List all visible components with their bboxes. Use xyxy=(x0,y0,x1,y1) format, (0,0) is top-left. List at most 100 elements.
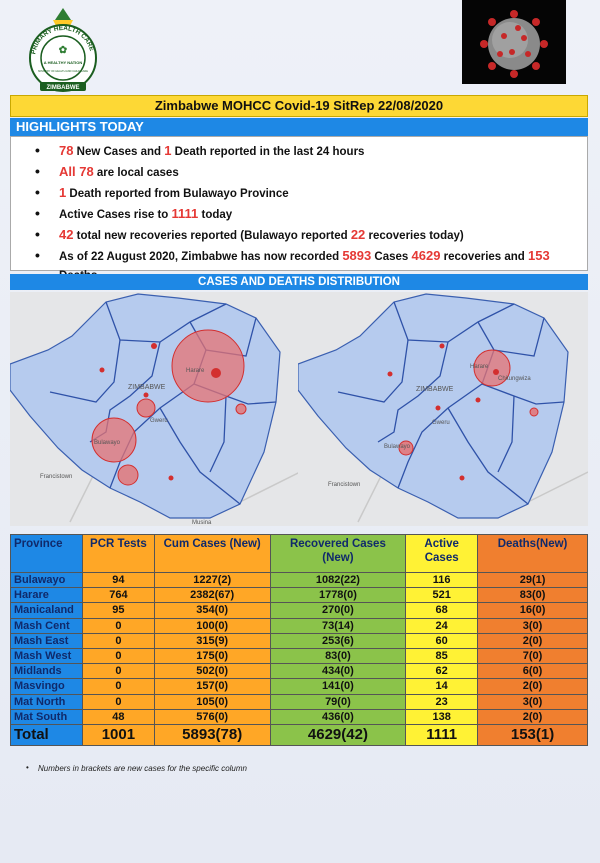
table-cell: 29(1) xyxy=(477,571,588,589)
table-cell: 94 xyxy=(81,571,155,589)
table-cell: 2(0) xyxy=(477,708,588,726)
header-recovered: Recovered Cases (New) xyxy=(269,534,407,573)
table-cell: Mat North xyxy=(10,693,83,710)
table-cell: 434(0) xyxy=(269,663,407,680)
table-cell: 354(0) xyxy=(153,602,271,619)
table-cell: 2382(67) xyxy=(153,587,271,604)
highlight-text: As of 22 August 2020, Zimbabwe has now r… xyxy=(59,251,343,263)
table-cell: Bulawayo xyxy=(10,571,83,589)
map2-label-bulawayo: Bulawayo xyxy=(384,444,411,450)
map2-label-francistown: Francistown xyxy=(328,482,360,488)
table-cell: 6(0) xyxy=(477,663,588,680)
table-cell: 2(0) xyxy=(477,678,588,695)
table-body: Bulawayo 94 1227(2) 1082(22) 116 29(1) Harare 7… xyxy=(10,571,588,747)
table-cell: 85 xyxy=(405,648,479,665)
table-cell: 1778(0) xyxy=(269,587,407,604)
coronavirus-image xyxy=(462,0,566,84)
table-cell: 105(0) xyxy=(153,693,271,710)
header-active: Active Cases xyxy=(405,534,479,573)
svg-text:✿: ✿ xyxy=(59,45,68,56)
table-row: Mash East 0 315(9) 253(6) 60 2(0) xyxy=(10,632,588,650)
table-row: Manicaland 95 354(0) 270(0) 68 16(0) xyxy=(10,602,588,619)
map2-label-chitungwiza: Chitungwiza xyxy=(498,376,531,382)
highlight-text: 1 xyxy=(59,185,67,200)
header-pcr-tests: PCR Tests xyxy=(81,534,155,573)
highlight-text: 153 xyxy=(528,248,550,263)
table-cell: 1111 xyxy=(405,724,479,747)
table-cell: 73(14) xyxy=(269,617,407,634)
highlight-text: 1111 xyxy=(171,206,199,221)
highlight-text: Death reported from Bulawayo Province xyxy=(66,188,289,200)
mohcc-logo: PRIMARY HEALTH CARE ✿ A HEALTHY NATION M… xyxy=(29,8,97,92)
logo-text-inner: MINISTRY OF HEALTH AND CHILD CARE xyxy=(38,69,88,73)
distribution-heading: CASES AND DEATHS DISTRIBUTION xyxy=(10,274,588,290)
table-cell: 436(0) xyxy=(269,708,407,726)
table-footnote: Numbers in brackets are new cases for th… xyxy=(26,763,247,773)
highlight-text: 78 xyxy=(59,143,74,158)
table-cell: 502(0) xyxy=(153,663,271,680)
table-cell: 253(6) xyxy=(269,632,407,650)
table-total-row: Total 1001 5893(78) 4629(42) 1111 153(1) xyxy=(10,724,588,747)
table-cell: 100(0) xyxy=(153,617,271,634)
table-row: Mash Cent 0 100(0) 73(14) 24 3(0) xyxy=(10,617,588,634)
highlights-list: 78 New Cases and 1 Death reported in the… xyxy=(35,141,579,286)
map2-label-harare: Harare xyxy=(470,364,489,370)
map1-label-francistown: Francistown xyxy=(40,474,72,480)
map1-label-musina: Musina xyxy=(192,520,212,526)
table-cell: Mash Cent xyxy=(10,617,83,634)
table-cell: 153(1) xyxy=(477,724,588,747)
highlights-heading: HIGHLIGHTS TODAY xyxy=(10,118,588,136)
table-cell: 14 xyxy=(405,678,479,695)
table-cell: Mash East xyxy=(10,632,83,650)
table-cell: 5893(78) xyxy=(153,724,271,747)
table-cell: 157(0) xyxy=(153,678,271,695)
table-cell: 7(0) xyxy=(477,648,588,665)
table-row: Mat North 0 105(0) 79(0) 23 3(0) xyxy=(10,693,588,710)
table-cell: 270(0) xyxy=(269,602,407,619)
highlight-item: Active Cases rise to 1111 today xyxy=(35,204,579,225)
highlight-text: 22 xyxy=(350,227,366,242)
highlight-text: Active Cases rise to xyxy=(59,209,172,221)
logo-text-bottom: ZIMBABWE xyxy=(47,85,80,91)
map1-label-zimbabwe: ZIMBABWE xyxy=(128,384,166,391)
highlight-text: 1 xyxy=(164,143,172,158)
table-cell: 0 xyxy=(81,632,155,650)
table-cell: 23 xyxy=(405,693,479,710)
table-cell: 315(9) xyxy=(153,632,271,650)
highlight-text: Death reported in the last 24 hours xyxy=(171,146,365,158)
table-header-row: Province PCR Tests Cum Cases (New) Recov… xyxy=(10,534,588,573)
table-cell: 141(0) xyxy=(269,678,407,695)
highlight-item: 1 Death reported from Bulawayo Province xyxy=(35,183,579,204)
table-cell: 0 xyxy=(81,693,155,710)
table-cell: Harare xyxy=(10,587,83,604)
highlight-text: today xyxy=(198,209,233,221)
table-cell: 1227(2) xyxy=(153,571,271,589)
table-cell: 116 xyxy=(405,571,479,589)
highlight-text: 5893 xyxy=(342,248,372,263)
table-row: Harare 764 2382(67) 1778(0) 521 83(0) xyxy=(10,587,588,604)
header-province: Province xyxy=(10,534,83,573)
table-row: Midlands 0 502(0) 434(0) 62 6(0) xyxy=(10,663,588,680)
highlight-text: recoveries today) xyxy=(365,230,464,242)
table-cell: 83(0) xyxy=(477,587,588,604)
table-cell: Mat South xyxy=(10,708,83,726)
table-cell: Midlands xyxy=(10,663,83,680)
table-row: Mash West 0 175(0) 83(0) 85 7(0) xyxy=(10,648,588,665)
deaths-map: Harare Chitungwiza ZIMBABWE Gweru Bulawa… xyxy=(298,292,588,526)
table-cell: 24 xyxy=(405,617,479,634)
highlight-text: recoveries and xyxy=(440,251,529,263)
table-cell: 521 xyxy=(405,587,479,604)
table-cell: 0 xyxy=(81,678,155,695)
highlight-item: 78 New Cases and 1 Death reported in the… xyxy=(35,141,579,162)
table-cell: Total xyxy=(10,724,83,747)
table-cell: 95 xyxy=(81,602,155,619)
table-cell: 175(0) xyxy=(153,648,271,665)
map2-label-zimbabwe: ZIMBABWE xyxy=(416,386,454,393)
report-title: Zimbabwe MOHCC Covid-19 SitRep 22/08/202… xyxy=(10,95,588,117)
highlight-item: 42 total new recoveries reported (Bulawa… xyxy=(35,225,579,246)
table-cell: 83(0) xyxy=(269,648,407,665)
table-cell: Mash West xyxy=(10,648,83,665)
map1-label-bulawayo: Bulawayo xyxy=(94,440,121,446)
highlight-text: 4629 xyxy=(411,248,441,263)
